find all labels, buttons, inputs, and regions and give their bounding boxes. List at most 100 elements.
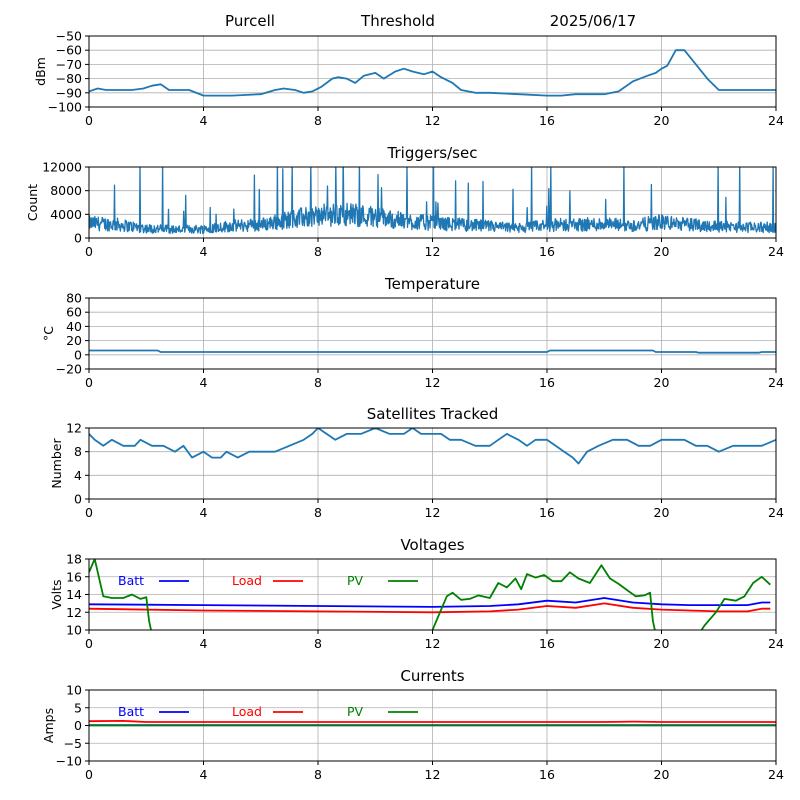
legend-label-load: Load (232, 704, 262, 719)
legend: Batt Load PV (118, 704, 418, 719)
series-line-signal (89, 49, 776, 97)
y-axis-label: Volts (49, 579, 64, 609)
panel-title: Temperature (384, 275, 480, 293)
y-tick-label: −70 (56, 57, 82, 72)
x-tick-label: 8 (314, 244, 322, 259)
x-tick-label: 0 (85, 505, 93, 520)
x-tick-label: 20 (654, 113, 670, 128)
x-tick-label: 12 (425, 375, 441, 390)
legend-label-pv: PV (347, 704, 364, 719)
y-tick-label: 18 (66, 552, 82, 567)
x-tick-label: 16 (539, 505, 555, 520)
x-tick-label: 4 (200, 375, 208, 390)
x-tick-label: 4 (200, 505, 208, 520)
y-axis-label: Count (25, 184, 40, 221)
panel-title: Currents (400, 667, 464, 685)
y-tick-label: 16 (66, 569, 82, 584)
plot-area (89, 428, 776, 465)
panel-title: Triggers/sec (387, 144, 478, 162)
x-tick-label: 4 (200, 636, 208, 651)
panel-signal: 0 4 8 12 16 20 24 −100−90−80−70−60−50 dBm (33, 29, 784, 129)
x-tick-label: 24 (768, 375, 784, 390)
legend-label-pv: PV (347, 573, 364, 588)
plot-area (89, 720, 776, 727)
x-tick-label: 8 (314, 505, 322, 520)
panel-currents: 0 4 8 12 16 20 24 −10 −5 0 5 10 Currents Amps Batt Load… (41, 667, 784, 782)
y-tick-label: 80 (66, 291, 82, 306)
y-tick-label: −10 (56, 754, 82, 769)
panel-title: Satellites Tracked (367, 405, 498, 423)
x-tick-label: 20 (654, 375, 670, 390)
x-tick-label: 20 (654, 244, 670, 259)
x-tick-label: 16 (539, 375, 555, 390)
x-tick-label: 16 (539, 636, 555, 651)
plot-area (89, 349, 776, 354)
y-axis-label: °C (41, 326, 56, 341)
x-tick-label: 0 (85, 244, 93, 259)
x-tick-label: 24 (768, 636, 784, 651)
y-tick-label: 12 (66, 421, 82, 436)
legend: Batt Load PV (118, 573, 418, 588)
x-tick-label: 24 (768, 505, 784, 520)
y-tick-label: −5 (64, 736, 82, 751)
x-tick-label: 8 (314, 636, 322, 651)
legend-label-batt: Batt (118, 704, 144, 719)
y-axis-label: Number (49, 438, 64, 489)
series-line-load (89, 602, 771, 614)
legend-label-batt: Batt (118, 573, 144, 588)
y-axis-label: dBm (33, 57, 48, 86)
plot-area (89, 559, 771, 630)
x-tick-label: 24 (768, 113, 784, 128)
y-axis-label: Amps (41, 708, 56, 743)
x-tick-label: 8 (314, 375, 322, 390)
series-line-pv (89, 559, 771, 630)
y-tick-label: 0 (74, 347, 82, 362)
y-tick-label: 20 (66, 333, 82, 348)
plot-area (89, 49, 776, 97)
x-tick-label: 0 (85, 375, 93, 390)
series-line-triggers (89, 167, 776, 235)
x-tick-label: 24 (768, 767, 784, 782)
y-tick-label: 5 (74, 700, 82, 715)
y-tick-label: 10 (66, 623, 82, 638)
x-tick-label: 16 (539, 244, 555, 259)
x-tick-label: 12 (425, 113, 441, 128)
x-tick-label: 4 (200, 113, 208, 128)
series-line-satellites (89, 428, 776, 465)
x-tick-label: 4 (200, 767, 208, 782)
x-tick-label: 0 (85, 767, 93, 782)
y-tick-label: 0 (74, 231, 82, 246)
panel-satellites: 0 4 8 12 16 20 24 0 4 8 12 Satellites Tracked Number (49, 405, 784, 520)
x-tick-label: 24 (768, 244, 784, 259)
y-tick-label: 12000 (42, 160, 82, 175)
y-tick-label: 0 (74, 492, 82, 507)
header-mode: Threshold (360, 12, 435, 30)
y-tick-label: 40 (66, 319, 82, 334)
panel-title: Voltages (400, 536, 464, 554)
x-tick-label: 16 (539, 767, 555, 782)
x-tick-label: 12 (425, 636, 441, 651)
series-line-temperature (89, 349, 776, 354)
y-tick-label: −20 (56, 362, 82, 377)
y-tick-label: 14 (66, 587, 82, 602)
y-tick-label: 8 (74, 444, 82, 459)
header-station: Purcell (225, 12, 275, 30)
x-tick-label: 16 (539, 113, 555, 128)
y-tick-label: −60 (56, 43, 82, 58)
series-line-batt (89, 597, 771, 608)
y-tick-label: −100 (48, 100, 82, 115)
legend-label-load: Load (232, 573, 262, 588)
y-tick-label: 12 (66, 605, 82, 620)
y-tick-label: −50 (56, 29, 82, 44)
y-tick-label: 8000 (50, 183, 82, 198)
panel-voltages: 0 4 8 12 16 20 24 10 12 14 16 18 Voltages Volts Batt Lo… (49, 536, 784, 651)
y-tick-label: 4 (74, 468, 82, 483)
y-tick-label: 10 (66, 683, 82, 698)
series-line-load (89, 720, 776, 723)
x-tick-label: 12 (425, 767, 441, 782)
y-tick-label: −90 (56, 85, 82, 100)
panel-triggers: 0 4 8 12 16 20 24 0 4000 8000 12000 Triggers/sec Cou… (25, 144, 784, 259)
y-tick-label: −80 (56, 71, 82, 86)
